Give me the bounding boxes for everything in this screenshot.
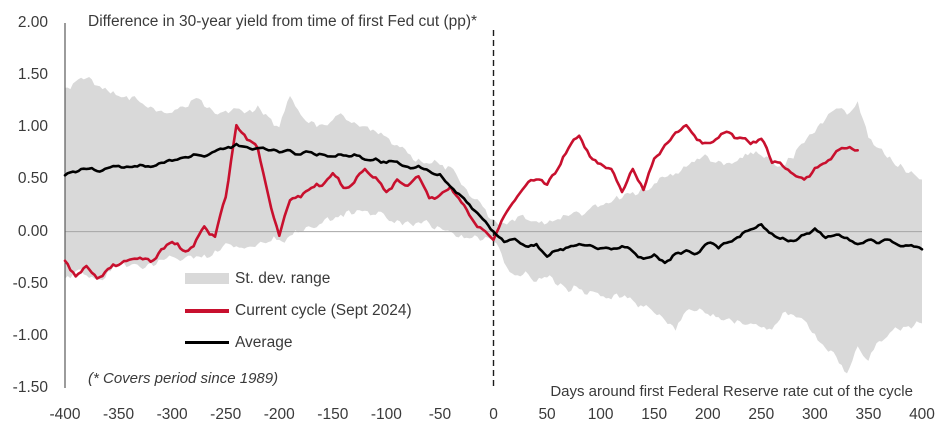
footnote: (* Covers period since 1989): [88, 370, 279, 387]
legend-item-stdev-range: St. dev. range: [185, 268, 412, 289]
x-tick-label: 400: [909, 406, 935, 423]
x-tick-label: -350: [103, 406, 135, 423]
stdev-band-swatch: [185, 273, 229, 284]
legend: St. dev. range Current cycle (Sept 2024)…: [185, 268, 412, 364]
x-axis-title: Days around first Federal Reserve rate c…: [550, 383, 913, 400]
x-tick-label: 150: [641, 406, 668, 423]
average-line-swatch: [185, 341, 229, 344]
y-tick-label: 0.00: [17, 222, 48, 240]
y-tick-label: -1.00: [12, 326, 48, 344]
average-line: [63, 142, 924, 265]
y-tick-label: -0.50: [12, 274, 48, 292]
legend-label-current-cycle: Current cycle (Sept 2024): [235, 301, 412, 319]
y-tick-label: 2.00: [17, 14, 48, 32]
x-tick-label: -300: [156, 406, 188, 423]
x-tick-label: -100: [370, 406, 402, 423]
y-tick-label: -1.50: [12, 379, 48, 397]
legend-label-average: Average: [235, 333, 293, 351]
x-tick-label: 300: [801, 406, 828, 423]
x-tick-label: -50: [428, 406, 452, 423]
legend-item-current-cycle: Current cycle (Sept 2024): [185, 300, 412, 321]
legend-item-average: Average: [185, 332, 412, 353]
x-tick-label: -150: [317, 406, 349, 423]
x-tick-label: 200: [694, 406, 721, 423]
y-tick-label: 1.50: [17, 66, 48, 84]
x-tick-label: 50: [538, 406, 556, 423]
current-cycle-line-swatch: [185, 308, 229, 313]
legend-label-stdev: St. dev. range: [235, 269, 331, 287]
current-cycle-line: [63, 123, 859, 280]
x-tick-label: 250: [748, 406, 775, 423]
x-tick-label: -250: [210, 406, 242, 423]
x-tick-label: -400: [49, 406, 81, 423]
x-tick-label: 0: [489, 406, 498, 423]
x-tick-label: 100: [587, 406, 614, 423]
y-tick-label: 1.00: [17, 118, 48, 136]
x-tick-label: 350: [855, 406, 882, 423]
y-tick-label: 0.50: [17, 170, 48, 188]
chart-title: Difference in 30-year yield from time of…: [88, 13, 478, 30]
x-tick-label: -200: [263, 406, 295, 423]
